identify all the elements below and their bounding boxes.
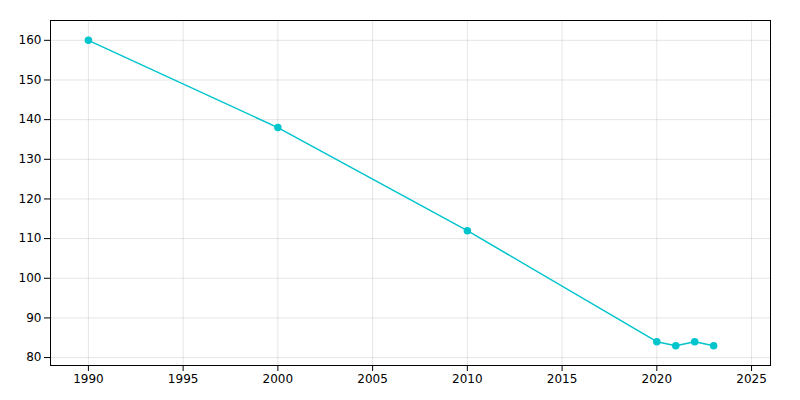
svg-text:2010: 2010: [452, 372, 483, 386]
svg-text:160: 160: [19, 33, 42, 47]
svg-text:2020: 2020: [642, 372, 673, 386]
svg-text:130: 130: [19, 152, 42, 166]
svg-text:140: 140: [19, 112, 42, 126]
svg-text:120: 120: [19, 192, 42, 206]
svg-text:2025: 2025: [736, 372, 767, 386]
svg-text:100: 100: [19, 271, 42, 285]
svg-text:90: 90: [26, 311, 41, 325]
svg-text:80: 80: [26, 350, 41, 364]
svg-text:1995: 1995: [168, 372, 199, 386]
svg-text:2015: 2015: [547, 372, 578, 386]
svg-text:150: 150: [19, 73, 42, 87]
svg-text:110: 110: [19, 231, 42, 245]
svg-text:1990: 1990: [73, 372, 104, 386]
svg-text:2000: 2000: [263, 372, 294, 386]
svg-text:2005: 2005: [357, 372, 388, 386]
